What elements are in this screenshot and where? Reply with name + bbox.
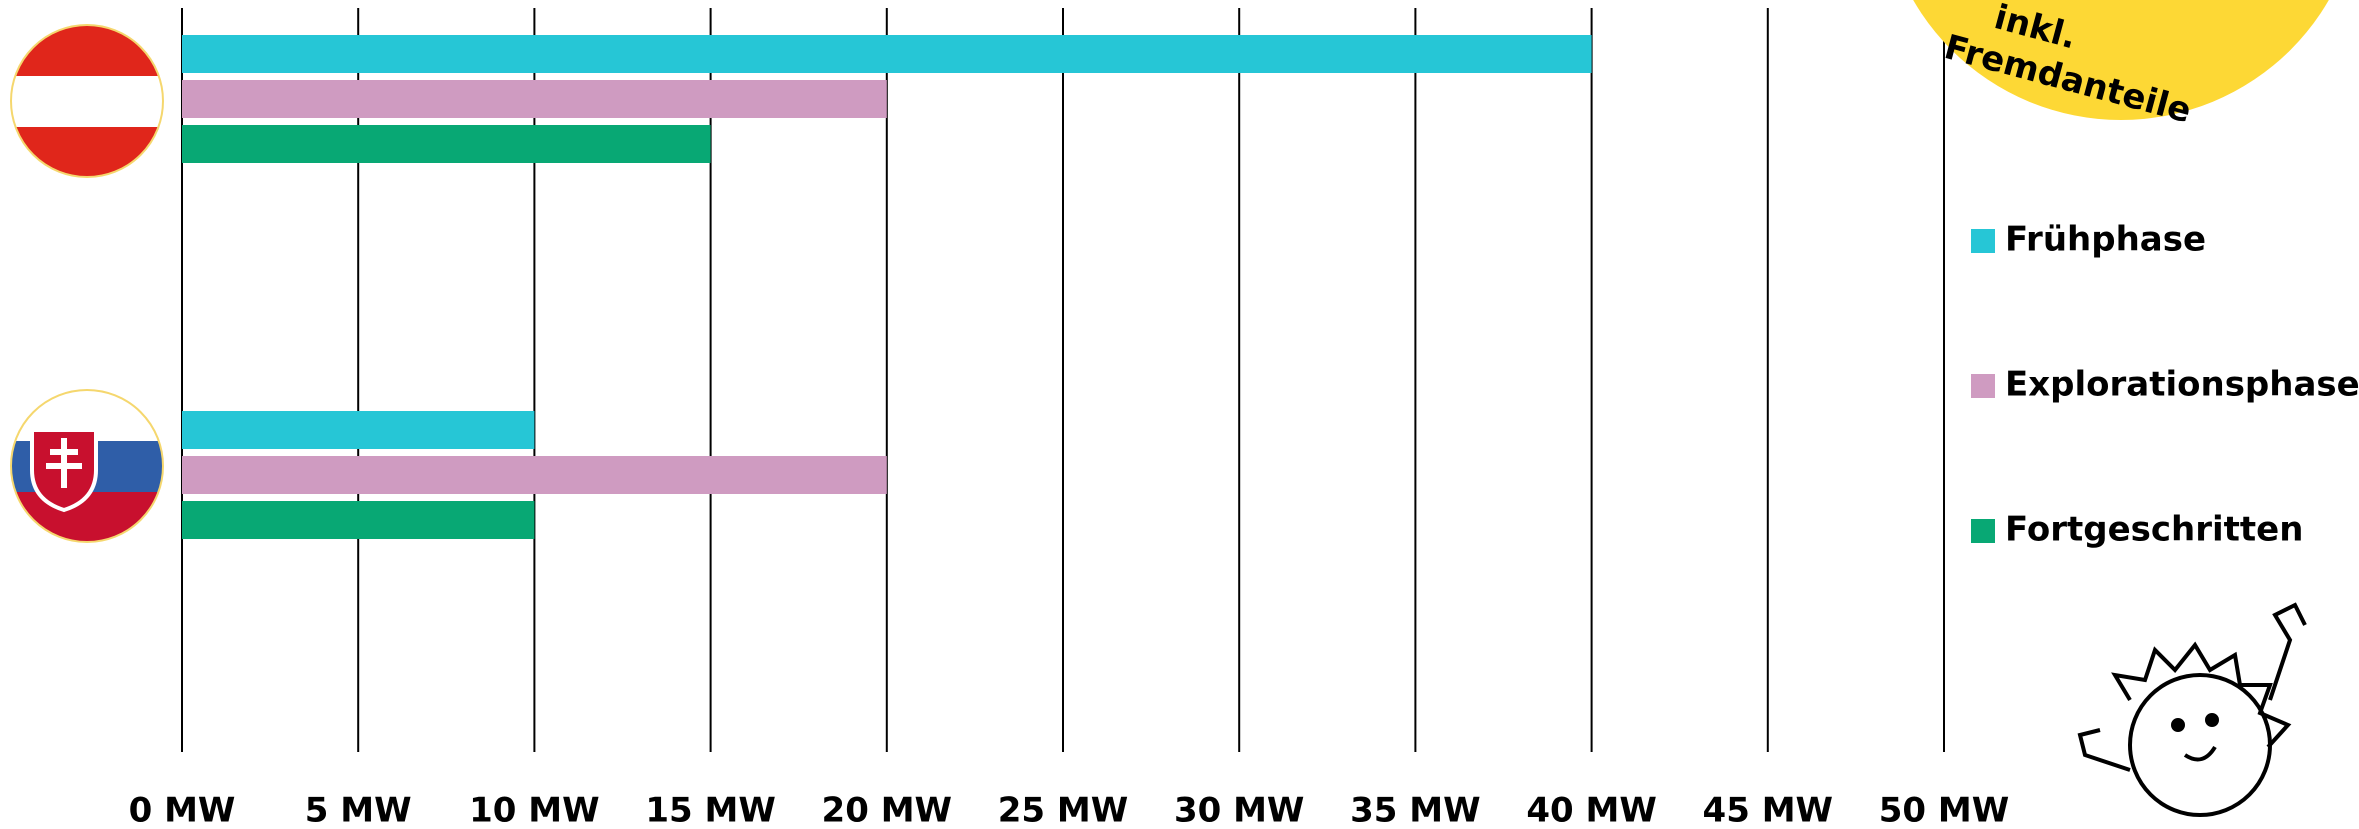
badge: inkl. Fremdanteile [1913,0,2329,131]
x-tick-label: 10 MW [469,791,600,829]
bar [182,456,887,494]
badge-circle [1913,0,2329,120]
bar [182,411,535,449]
x-tick-label: 50 MW [1879,791,2010,829]
bar [182,80,887,118]
flag-austria [10,24,164,178]
x-tick-label: 0 MW [129,791,236,829]
x-tick-label: 30 MW [1174,791,1305,829]
x-tick-label: 5 MW [305,791,412,829]
x-tick-label: 45 MW [1703,791,1834,829]
legend-swatch [1971,519,1995,543]
x-tick-label: 15 MW [645,791,776,829]
sun-mascot [2077,602,2307,817]
legend-label: Frühphase [2005,220,2206,260]
x-tick-label: 20 MW [822,791,953,829]
x-tick-label: 40 MW [1526,791,1657,829]
legend-label: Fortgeschritten [2005,510,2303,550]
flag-slovakia [10,389,164,543]
bar [182,501,535,539]
x-tick-label: 35 MW [1350,791,1481,829]
legend-swatch [1971,374,1995,398]
x-tick-label: 25 MW [998,791,1129,829]
plot: 0 MW 5 MW 10 MW 15 MW 20 MW 25 MW 30 MW 35 MW 40… [129,8,2359,829]
bar [182,35,1592,73]
bar [182,125,711,163]
legend-swatch [1971,229,1995,253]
legend-label: Explorationsphase [2005,365,2359,405]
